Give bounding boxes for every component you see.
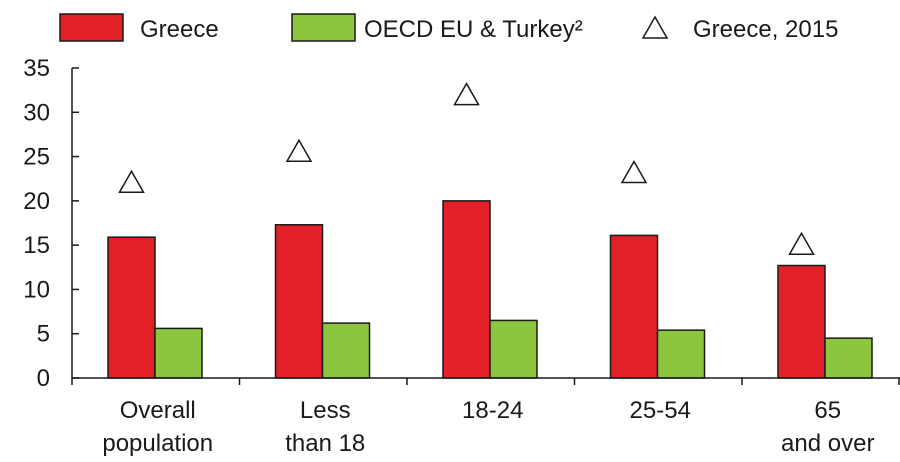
y-axis: 0 5 10 15 20 25 30 35 (23, 55, 79, 392)
x-category-label: 25-54 (630, 397, 691, 424)
y-tick-label: 25 (23, 144, 50, 171)
x-category-label: Less than 18 (285, 397, 365, 457)
legend-item-0: Greece (59, 13, 219, 43)
bar-oecd-eu-turkey--3 (656, 329, 706, 379)
legend-swatch (59, 13, 124, 42)
x-category-label-line: 65 (814, 397, 841, 424)
y-tick-label: 0 (37, 365, 50, 392)
legend: Greece OECD EU & Turkey² Greece, 2015 (59, 13, 838, 43)
y-tick-label: 30 (23, 99, 50, 126)
bar-greece-3 (609, 234, 659, 379)
x-category-label-line: 25-54 (630, 397, 691, 424)
bar-greece-4 (777, 264, 826, 379)
x-category-label-line: and over (781, 430, 874, 457)
legend-swatch (291, 13, 356, 42)
legend-item-1: OECD EU & Turkey² (291, 13, 583, 43)
x-category-label-line: Overall (120, 397, 196, 424)
x-axis: Overall population Less than 18 18-24 25-54 65… (71, 377, 900, 457)
legend-item-2: Greece, 2015 (641, 15, 838, 43)
marker-greece-2015-0 (118, 169, 145, 194)
x-category-label: 65 and over (781, 397, 874, 457)
bar-greece-1 (274, 224, 324, 379)
legend-label: OECD EU & Turkey² (364, 16, 583, 43)
x-category-label: Overall population (102, 397, 213, 457)
legend-triangle-icon (641, 15, 669, 39)
marker-greece-2015-2 (453, 82, 480, 106)
legend-label: Greece, 2015 (693, 16, 838, 43)
x-category-label: 18-24 (462, 397, 523, 424)
x-category-label-line: Less (300, 397, 351, 424)
y-tick-label: 10 (23, 276, 50, 303)
plot-area (107, 82, 873, 379)
y-tick-label: 15 (23, 232, 50, 259)
bar-greece-0 (107, 236, 156, 379)
y-tick-label: 20 (23, 188, 50, 215)
y-tick-label: 5 (37, 321, 50, 348)
marker-greece-2015-3 (620, 160, 648, 184)
bar-greece-2 (442, 200, 491, 379)
x-category-label-line: population (102, 430, 213, 457)
bar-oecd-eu-turkey--0 (154, 327, 203, 379)
bar-oecd-eu-turkey--4 (824, 337, 873, 379)
x-category-label-line: than 18 (285, 430, 365, 457)
marker-greece-2015-1 (285, 138, 313, 163)
bar-oecd-eu-turkey--2 (489, 319, 538, 379)
x-category-label-line: 18-24 (462, 397, 523, 424)
y-tick-label: 35 (23, 55, 50, 82)
legend-label: Greece (140, 16, 219, 43)
bar-oecd-eu-turkey--1 (321, 322, 371, 379)
marker-greece-2015-4 (788, 231, 815, 256)
